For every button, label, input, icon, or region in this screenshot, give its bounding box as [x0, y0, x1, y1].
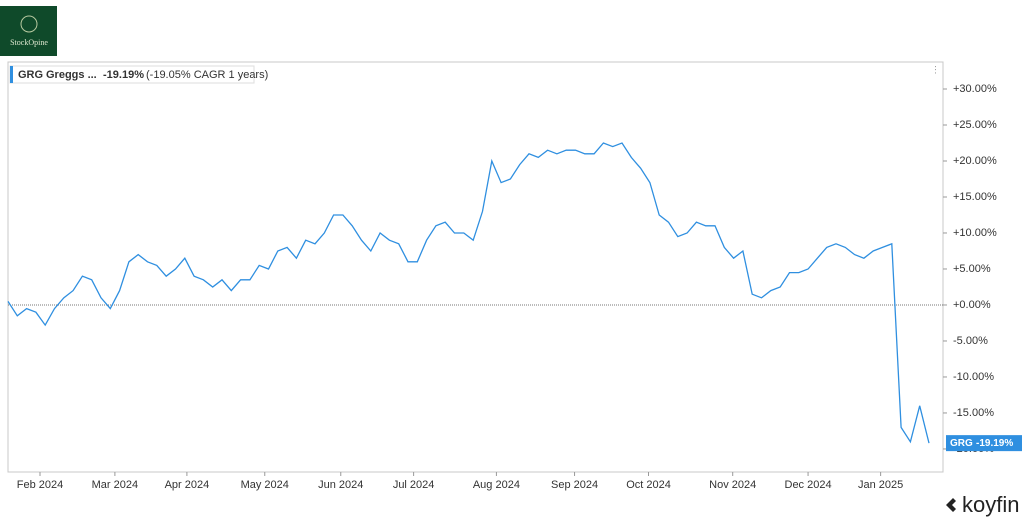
legend-change: -19.19% — [103, 69, 144, 81]
menu-dots[interactable]: ⋮ — [931, 64, 940, 74]
y-tick-label: -10.00% — [953, 371, 994, 383]
y-tick-label: -5.00% — [953, 335, 988, 347]
watermark-text: koyfin — [962, 492, 1019, 517]
y-tick-label: +5.00% — [953, 263, 991, 275]
y-tick-label: +0.00% — [953, 299, 991, 311]
logo-icon — [20, 15, 38, 33]
x-tick-label: Jan 2025 — [858, 479, 903, 491]
y-tick-label: +10.00% — [953, 227, 997, 239]
x-tick-label: Aug 2024 — [473, 479, 520, 491]
y-tick-label: -15.00% — [953, 407, 994, 419]
x-tick-label: May 2024 — [241, 479, 289, 491]
legend-swatch — [10, 66, 13, 83]
line — [7, 142, 930, 444]
legend-name: Greggs ... — [46, 69, 97, 81]
x-tick-label: Mar 2024 — [92, 479, 138, 491]
plot-frame — [7, 61, 944, 473]
logo-text: StockOpine — [10, 38, 48, 47]
y-tick-label: +20.00% — [953, 155, 997, 167]
y-tick-label: +25.00% — [953, 119, 997, 131]
x-tick-label: Oct 2024 — [626, 479, 671, 491]
x-tick-label: Jul 2024 — [393, 479, 435, 491]
legend-cagr: (-19.05% CAGR 1 years) — [146, 69, 268, 81]
x-tick-label: Apr 2024 — [165, 479, 210, 491]
y-tick-label: +30.00% — [953, 83, 997, 95]
x-tick-label: Jun 2024 — [318, 479, 363, 491]
x-tick-label: Feb 2024 — [17, 479, 63, 491]
x-tick-label: Sep 2024 — [551, 479, 598, 491]
logo-box — [0, 6, 57, 56]
last-value-badge — [946, 435, 1022, 452]
y-tick-label: +15.00% — [953, 191, 997, 203]
x-tick-label: Dec 2024 — [785, 479, 832, 491]
watermark: koyfin — [946, 492, 1019, 517]
legend-ticker: GRG — [18, 69, 43, 81]
x-tick-label: Nov 2024 — [709, 479, 756, 491]
badge-value: -19.19% — [976, 438, 1013, 449]
badge-ticker: GRG — [950, 438, 973, 449]
